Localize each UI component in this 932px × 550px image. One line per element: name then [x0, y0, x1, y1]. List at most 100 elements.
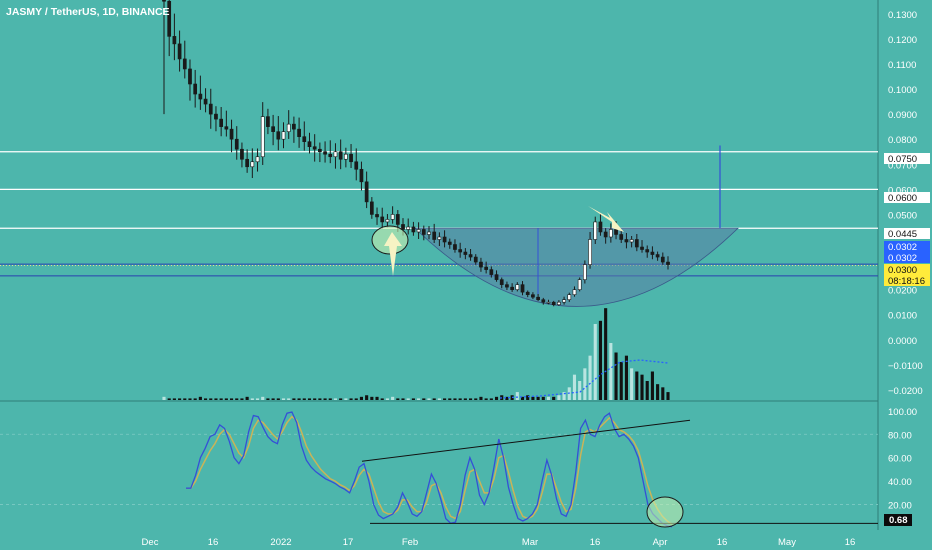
price-axis: 0.1300 0.1200 0.1100 0.1000 0.0900 0.0800 0.07…: [884, 10, 930, 526]
candle-body: [525, 291, 530, 295]
candle-body: [655, 254, 660, 258]
candle-body: [505, 284, 509, 288]
volume-bar: [391, 396, 395, 400]
candle-body: [318, 148, 322, 153]
volume-bar: [494, 396, 499, 400]
candle-body: [614, 229, 618, 235]
candle-body: [520, 284, 525, 293]
volume-bar: [661, 387, 665, 400]
volume-bar: [359, 396, 364, 400]
volume-bar: [385, 398, 389, 400]
candle-body: [427, 231, 431, 235]
volume-bar: [183, 398, 187, 400]
volume-bar: [198, 396, 202, 400]
volume-bar: [209, 398, 213, 400]
candle-body: [214, 113, 218, 120]
volume-bar: [557, 395, 561, 400]
volume-bar: [307, 398, 312, 400]
candle-body: [473, 256, 478, 263]
volume-bar: [609, 343, 613, 400]
candle-body: [468, 254, 473, 258]
candle-body: [536, 296, 540, 300]
volume-bar: [640, 374, 644, 400]
candle-body: [338, 151, 343, 160]
volume-bar: [588, 355, 592, 400]
symbol-title: JASMY / TetherUS, 1D, BINANCE: [6, 6, 170, 18]
volume-bar: [287, 398, 291, 400]
volume-bar: [448, 398, 452, 400]
volume-bar: [479, 396, 483, 400]
volume-bar: [541, 396, 545, 400]
volume-bar: [536, 396, 540, 400]
volume-bar: [624, 355, 628, 400]
candle-body: [266, 116, 270, 127]
candle-body: [608, 229, 613, 238]
volume-bar: [396, 398, 400, 400]
volume-bar: [630, 368, 634, 400]
candle-body: [562, 299, 566, 303]
candle-body: [333, 151, 338, 158]
volume-bar: [271, 398, 275, 400]
stoch-tick-label: 60.00: [888, 454, 912, 465]
volume-bar: [235, 398, 239, 400]
stoch-highlight-circle: [646, 496, 684, 528]
price-tick-label: 0.0900: [888, 110, 917, 121]
candle-body: [255, 156, 260, 163]
volume-bar: [463, 398, 467, 400]
volume-bar: [245, 396, 249, 400]
price-tick-label: 0.0800: [888, 135, 917, 146]
volume-bar: [292, 398, 296, 400]
volume-bar: [354, 398, 358, 400]
volume-bar: [635, 371, 639, 400]
cup-pattern-shape: [414, 227, 739, 307]
volume-bar: [474, 398, 478, 400]
price-label-text: 0.0600: [888, 193, 917, 204]
candle-body: [343, 153, 348, 160]
candle-body: [250, 161, 255, 168]
candle-body: [593, 221, 598, 240]
volume-bar: [417, 398, 421, 400]
volume-bar: [224, 398, 228, 400]
candle-body: [458, 249, 463, 253]
candle-body: [588, 239, 592, 265]
volume-bar: [583, 368, 587, 400]
price-tick-label: 0.0700: [888, 160, 917, 171]
volume-bar: [328, 398, 332, 400]
volume-bar: [422, 398, 426, 400]
volume-bar: [484, 398, 488, 400]
volume-bar: [375, 396, 379, 400]
candle-body: [219, 118, 224, 127]
stoch-tick-label: 100.00: [888, 407, 917, 418]
candle-body: [198, 93, 203, 100]
time-tick-label: 2022: [270, 537, 291, 548]
price-label-text: 0.0302: [888, 242, 917, 253]
price-label-text: 08:18:16: [888, 276, 925, 287]
volume-bar: [240, 398, 244, 400]
volume-bar: [656, 384, 660, 400]
candle-body: [380, 216, 385, 223]
candle-body: [354, 161, 359, 170]
candle-body: [323, 151, 327, 155]
price-label-text: 0.0445: [888, 229, 917, 240]
candle-body: [416, 229, 421, 233]
price-label-box: [884, 228, 930, 239]
price-label-box: [884, 275, 930, 286]
volume-bar: [219, 398, 223, 400]
price-tick-label: 0.0500: [888, 210, 917, 221]
candle-body: [629, 239, 634, 243]
candle-body: [442, 236, 447, 243]
price-tick-label: 0.1100: [888, 60, 916, 71]
candle-body: [411, 226, 416, 233]
candle-body: [208, 103, 213, 115]
volume-bar: [546, 396, 551, 400]
time-tick-label: 16: [208, 537, 219, 548]
volume-bar: [281, 398, 286, 400]
volume-bar: [380, 398, 384, 400]
candle-body: [421, 229, 426, 235]
candle-body: [286, 123, 291, 132]
volume-bar: [297, 398, 301, 400]
time-tick-label: May: [778, 537, 796, 548]
candle-body: [437, 236, 442, 240]
price-tick-label: 0.0200: [888, 286, 917, 297]
